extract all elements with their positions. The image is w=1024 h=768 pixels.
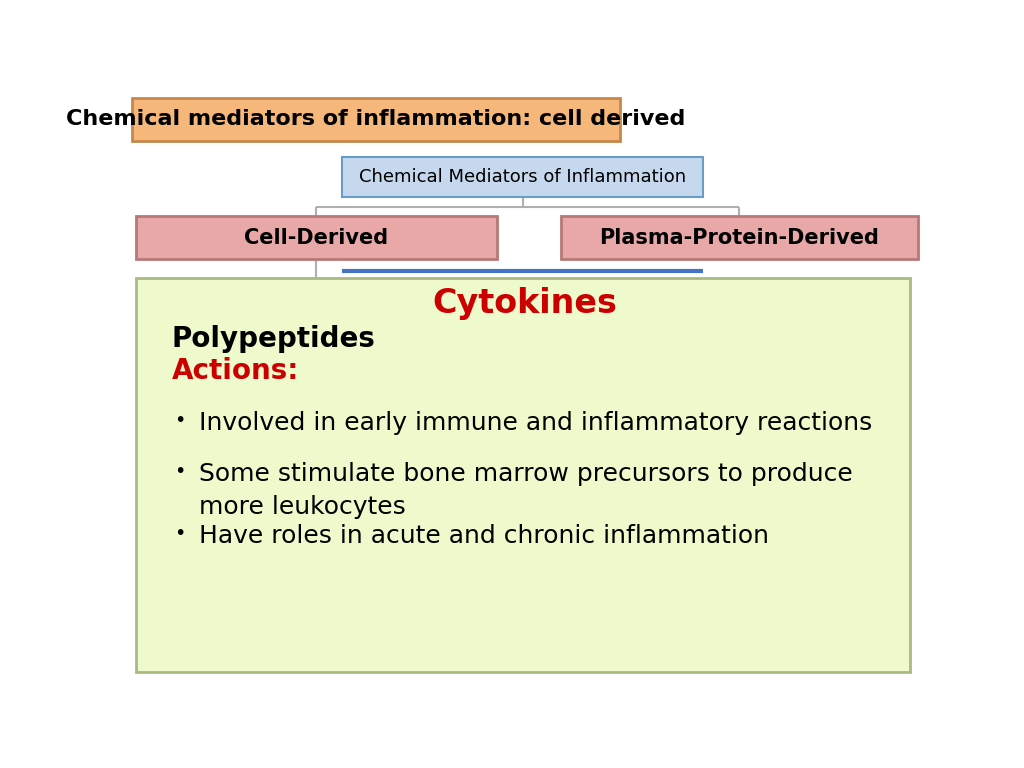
Text: Some stimulate bone marrow precursors to produce
more leukocytes: Some stimulate bone marrow precursors to…: [200, 462, 853, 519]
FancyBboxPatch shape: [136, 217, 497, 259]
Text: •: •: [174, 412, 185, 431]
Text: Polypeptides: Polypeptides: [172, 326, 376, 353]
Text: Have roles in acute and chronic inflammation: Have roles in acute and chronic inflamma…: [200, 524, 769, 548]
Text: Chemical Mediators of Inflammation: Chemical Mediators of Inflammation: [359, 168, 686, 187]
Text: Cytokines: Cytokines: [432, 286, 617, 319]
Text: Actions:: Actions:: [172, 357, 299, 386]
Text: Chemical mediators of inflammation: cell derived: Chemical mediators of inflammation: cell…: [67, 109, 686, 129]
FancyBboxPatch shape: [342, 157, 703, 197]
Text: Plasma-Protein-Derived: Plasma-Protein-Derived: [599, 227, 879, 247]
Text: •: •: [174, 462, 185, 481]
FancyBboxPatch shape: [136, 279, 909, 672]
Text: Involved in early immune and inflammatory reactions: Involved in early immune and inflammator…: [200, 412, 872, 435]
Text: Cell-Derived: Cell-Derived: [245, 227, 388, 247]
Text: •: •: [174, 524, 185, 543]
FancyBboxPatch shape: [560, 217, 918, 259]
FancyBboxPatch shape: [132, 98, 620, 141]
